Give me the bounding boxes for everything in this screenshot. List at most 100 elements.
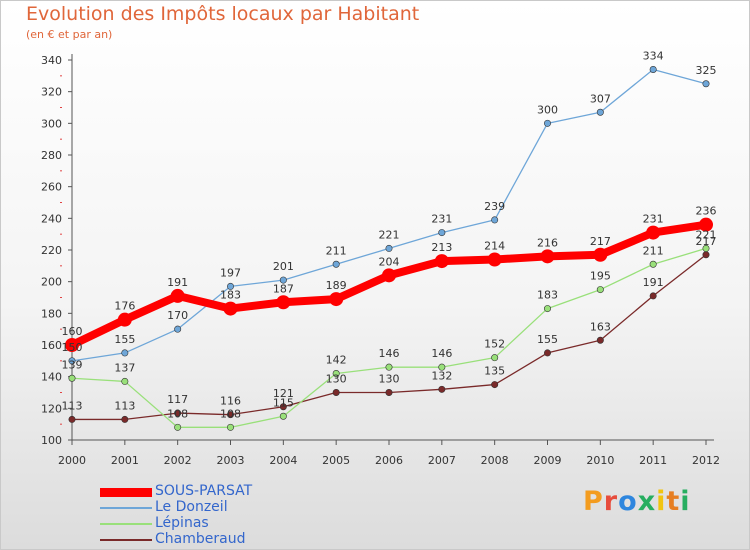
data-point <box>65 338 79 352</box>
data-label: 187 <box>273 282 294 295</box>
x-tick-label: 2003 <box>217 454 245 467</box>
y-tick-label: 120 <box>41 402 62 415</box>
data-point <box>540 249 555 264</box>
x-tick-label: 2006 <box>375 454 403 467</box>
data-label: 221 <box>379 228 400 241</box>
data-point <box>487 252 502 267</box>
y-tick-label: 240 <box>41 212 62 225</box>
data-point <box>68 357 76 365</box>
data-point <box>596 108 604 116</box>
legend-label: Lépinas <box>155 515 209 531</box>
proxiti-logo: Proxiti <box>583 486 691 517</box>
x-tick-label: 2011 <box>639 454 667 467</box>
y-tick-label: 260 <box>41 181 62 194</box>
logo-letter: P <box>583 486 604 517</box>
data-point <box>68 374 76 382</box>
legend-label: SOUS-PARSAT <box>155 483 253 499</box>
y-tick-label: 180 <box>41 307 62 320</box>
data-label: 115 <box>273 396 294 409</box>
data-point <box>699 217 713 232</box>
data-point <box>649 260 657 268</box>
y-tick-label: 200 <box>41 276 62 289</box>
y-tick-label: 300 <box>41 117 62 130</box>
data-point <box>121 349 129 357</box>
x-tick-label: 2004 <box>269 454 297 467</box>
y-tick-label: 340 <box>41 54 62 67</box>
data-label: 139 <box>62 358 83 371</box>
data-point <box>438 385 446 393</box>
data-point <box>491 381 499 389</box>
data-label: 211 <box>326 244 347 257</box>
data-point <box>170 288 185 303</box>
x-tick-label: 2005 <box>322 454 350 467</box>
y-tick-label: 140 <box>41 371 62 384</box>
data-point <box>702 80 710 88</box>
data-point <box>702 244 710 252</box>
data-point <box>227 423 235 431</box>
data-label: 214 <box>484 240 505 253</box>
data-label: 300 <box>537 103 558 116</box>
data-label: 170 <box>167 309 188 322</box>
data-point <box>382 268 396 283</box>
x-tick-label: 2010 <box>586 454 614 467</box>
y-tick-label: 280 <box>41 149 62 162</box>
data-label: 176 <box>114 300 135 313</box>
data-point <box>276 295 291 310</box>
data-point <box>385 363 393 371</box>
data-point <box>434 254 449 269</box>
data-point <box>332 388 340 396</box>
data-label: 132 <box>431 369 452 382</box>
data-point <box>438 229 446 237</box>
logo-letter: r <box>603 486 619 517</box>
data-label: 217 <box>590 235 611 248</box>
data-point <box>702 251 710 259</box>
logo-letter: x <box>637 486 657 517</box>
x-tick-label: 2012 <box>692 454 720 467</box>
data-label: 189 <box>326 279 347 292</box>
data-point <box>174 409 182 417</box>
data-point <box>332 260 340 268</box>
y-tick-label: 320 <box>41 86 62 99</box>
data-label: 191 <box>643 276 664 289</box>
data-label: 307 <box>590 92 611 105</box>
data-point <box>279 403 287 411</box>
data-label: 130 <box>326 373 347 386</box>
data-point <box>596 286 604 294</box>
data-point <box>279 276 287 284</box>
data-label: 216 <box>537 236 558 249</box>
data-point <box>649 66 657 74</box>
data-point <box>174 325 182 333</box>
logo-letter: t <box>666 486 681 517</box>
data-label: 160 <box>62 325 83 338</box>
data-label: 152 <box>484 338 505 351</box>
data-label: 108 <box>167 407 188 420</box>
data-label: 195 <box>590 270 611 283</box>
legend-swatch <box>100 539 152 541</box>
x-tick-label: 2000 <box>58 454 86 467</box>
data-label: 116 <box>220 395 241 408</box>
x-tick-label: 2009 <box>534 454 562 467</box>
data-point <box>385 244 393 252</box>
x-tick-label: 2008 <box>481 454 509 467</box>
data-point <box>68 415 76 423</box>
data-point <box>121 377 129 385</box>
chart-subtitle: (en € et par an) <box>26 28 113 41</box>
data-point <box>227 282 235 290</box>
legend-label: Chamberaud <box>155 531 246 547</box>
data-label: 334 <box>643 50 664 63</box>
data-point <box>332 369 340 377</box>
logo-letter: i <box>656 486 667 517</box>
chart-title: Evolution des Impôts locaux par Habitant <box>26 3 420 25</box>
data-label: 121 <box>273 387 294 400</box>
data-point <box>593 247 608 262</box>
data-point <box>543 349 551 357</box>
data-label: 325 <box>696 64 717 77</box>
data-label: 142 <box>326 354 347 367</box>
data-point <box>491 216 499 224</box>
data-point <box>491 354 499 362</box>
data-point <box>596 336 604 344</box>
data-point <box>438 363 446 371</box>
y-tick-label: 220 <box>41 244 62 257</box>
y-tick-label: 100 <box>41 434 62 447</box>
y-tick-label: 160 <box>41 339 62 352</box>
